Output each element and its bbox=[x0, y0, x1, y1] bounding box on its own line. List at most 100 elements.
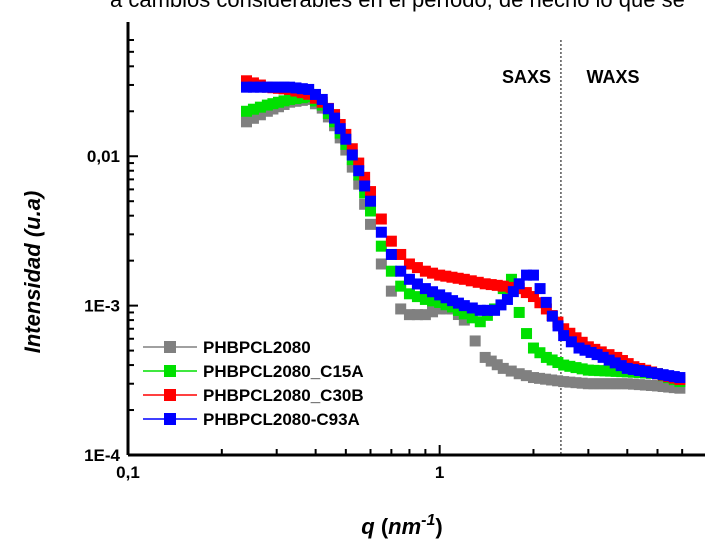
data-point bbox=[447, 301, 459, 313]
data-point bbox=[240, 81, 252, 93]
data-point bbox=[540, 351, 552, 363]
data-point bbox=[427, 267, 439, 279]
data-point bbox=[489, 304, 501, 316]
data-point bbox=[427, 286, 439, 298]
data-point bbox=[485, 279, 497, 291]
data-point bbox=[558, 359, 570, 371]
data-point bbox=[359, 198, 371, 210]
data-point bbox=[365, 195, 377, 207]
data-point bbox=[485, 355, 497, 367]
data-point bbox=[365, 218, 377, 230]
data-point bbox=[552, 320, 564, 332]
data-point bbox=[240, 105, 252, 117]
data-point bbox=[593, 365, 605, 377]
legend-marker bbox=[164, 341, 176, 353]
data-point bbox=[419, 283, 431, 295]
data-point bbox=[588, 364, 600, 376]
data-point bbox=[639, 379, 651, 391]
data-point bbox=[403, 309, 415, 321]
data-point bbox=[564, 327, 576, 339]
x-axis-title-exp: -1 bbox=[421, 512, 435, 529]
y-axis-title: Intensidad (u.a) bbox=[20, 191, 45, 354]
x-axis-title: q (nm-1) bbox=[361, 512, 442, 539]
data-point bbox=[458, 273, 470, 285]
data-point bbox=[272, 96, 284, 108]
data-point bbox=[534, 347, 546, 359]
data-point bbox=[458, 300, 470, 312]
data-point bbox=[558, 323, 570, 335]
data-point bbox=[458, 308, 470, 320]
data-point bbox=[651, 368, 663, 380]
legend-item: PHBPCL2080 bbox=[143, 338, 311, 357]
data-point bbox=[346, 143, 358, 155]
x-tick-label: 0,1 bbox=[116, 463, 140, 482]
data-point bbox=[527, 372, 539, 384]
data-point bbox=[247, 103, 259, 115]
data-point bbox=[657, 369, 669, 381]
data-point bbox=[267, 81, 279, 93]
data-point bbox=[668, 371, 680, 383]
data-point bbox=[353, 178, 365, 190]
data-point bbox=[375, 240, 387, 252]
data-point bbox=[534, 283, 546, 295]
data-point bbox=[474, 304, 486, 316]
data-point bbox=[605, 378, 617, 390]
data-point bbox=[552, 375, 564, 387]
data-point bbox=[411, 278, 423, 290]
data-point bbox=[254, 81, 266, 93]
data-point bbox=[375, 213, 387, 225]
data-point bbox=[564, 360, 576, 372]
data-point bbox=[346, 149, 358, 161]
data-point bbox=[395, 265, 407, 277]
data-point bbox=[247, 112, 259, 124]
y-tick-label: 1E-4 bbox=[84, 446, 120, 465]
x-axis-title-q: q bbox=[361, 514, 375, 539]
legend-marker bbox=[164, 365, 176, 377]
legend-label: PHBPCL2080-C93A bbox=[203, 410, 360, 429]
data-point bbox=[521, 328, 533, 340]
data-point bbox=[546, 310, 558, 322]
data-point bbox=[582, 378, 594, 390]
data-point bbox=[564, 376, 576, 388]
data-point bbox=[491, 359, 503, 371]
data-point bbox=[427, 295, 439, 307]
data-point bbox=[576, 363, 588, 375]
x-axis-title-open: ( bbox=[381, 514, 389, 539]
data-point bbox=[616, 378, 628, 390]
data-point bbox=[322, 103, 334, 115]
data-point bbox=[609, 357, 621, 369]
data-point bbox=[254, 101, 266, 113]
data-point bbox=[616, 366, 628, 378]
data-point bbox=[505, 273, 517, 285]
data-point bbox=[403, 273, 415, 285]
data-point bbox=[346, 161, 358, 173]
data-point bbox=[395, 280, 407, 292]
data-point bbox=[501, 293, 513, 305]
data-point bbox=[552, 357, 564, 369]
data-point bbox=[565, 336, 577, 348]
legend-marker bbox=[164, 413, 176, 425]
data-point bbox=[261, 105, 273, 117]
data-point bbox=[359, 187, 371, 199]
data-point bbox=[621, 362, 633, 374]
data-point bbox=[278, 95, 290, 107]
data-point bbox=[558, 330, 570, 342]
data-point bbox=[452, 272, 464, 284]
data-point bbox=[507, 286, 519, 298]
data-point bbox=[411, 309, 423, 321]
data-point bbox=[458, 314, 470, 326]
y-tick-label: 1E-3 bbox=[84, 297, 120, 316]
data-point bbox=[284, 93, 296, 105]
data-point bbox=[247, 81, 259, 93]
data-point bbox=[540, 303, 552, 315]
data-point bbox=[657, 380, 669, 392]
data-point bbox=[495, 299, 507, 311]
data-point bbox=[240, 116, 252, 128]
data-point bbox=[546, 374, 558, 386]
data-point bbox=[558, 376, 570, 388]
data-point bbox=[284, 81, 296, 93]
data-point bbox=[576, 336, 588, 348]
data-point bbox=[599, 365, 611, 377]
data-point bbox=[365, 205, 377, 217]
data-point bbox=[452, 304, 464, 316]
